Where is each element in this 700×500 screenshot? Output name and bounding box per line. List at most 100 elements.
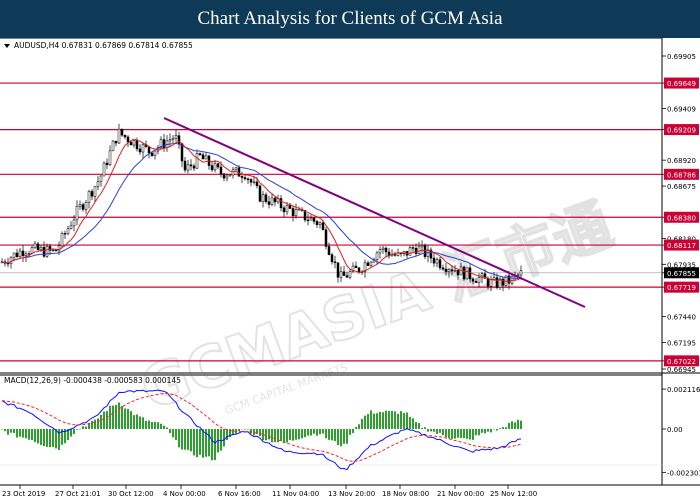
candle-body: [201, 154, 205, 160]
macd-bar: [319, 428, 321, 435]
macd-bar: [448, 428, 450, 439]
candle-body: [72, 219, 76, 227]
macd-bar: [301, 428, 303, 439]
macd-bar: [505, 427, 507, 429]
macd-bar: [334, 428, 336, 442]
candle-body: [123, 134, 127, 138]
candle-body: [75, 205, 79, 221]
macd-tick-label: 0.002116: [667, 386, 700, 394]
price-tick-label: 0.69905: [667, 53, 696, 61]
macd-bar: [259, 428, 261, 437]
macd-bar: [253, 428, 255, 436]
macd-bar: [67, 428, 69, 441]
candle-body: [63, 233, 67, 235]
macd-bar: [355, 426, 357, 429]
candle-body: [234, 167, 238, 171]
macd-bar: [403, 413, 405, 429]
candle-body: [27, 253, 31, 255]
macd-bar: [325, 428, 327, 439]
candle-body: [474, 281, 478, 283]
macd-line: [1, 389, 522, 471]
candle-body: [411, 247, 415, 249]
candle-body: [291, 208, 295, 217]
macd-bar: [73, 428, 75, 435]
macd-bar: [46, 428, 48, 447]
candle-body: [66, 228, 70, 234]
macd-bar: [136, 414, 138, 429]
macd-bar: [418, 423, 420, 429]
macd-bar: [304, 428, 306, 438]
candle-body: [339, 271, 343, 278]
candle-body: [507, 275, 511, 284]
candle-body: [222, 173, 226, 179]
price-tick-label: 0.68380: [667, 214, 696, 222]
candle-body: [42, 246, 46, 257]
candle-body: [138, 148, 142, 153]
candle-body: [366, 262, 370, 266]
candle-body: [243, 177, 247, 180]
candle-body: [45, 246, 49, 257]
macd-bar: [55, 428, 57, 449]
candle-body: [456, 270, 460, 276]
time-tick-label: 6 Nov 16:00: [218, 490, 261, 498]
candle-body: [57, 245, 61, 252]
macd-axis: 0.002116 0.00 -0.002301: [662, 386, 700, 477]
macd-bar: [517, 419, 519, 429]
candle-body: [39, 246, 43, 251]
macd-bar: [349, 428, 351, 435]
candle-body: [93, 186, 97, 197]
candle-body: [90, 191, 94, 197]
macd-bar: [502, 427, 504, 429]
candle-body: [228, 174, 232, 177]
macd-bar: [514, 422, 516, 429]
macd-bar: [262, 428, 264, 441]
macd-bar: [478, 428, 480, 436]
macd-bar: [19, 428, 21, 437]
symbol-info: AUDUSD,H4 0.67831 0.67869 0.67814 0.6785…: [14, 41, 193, 50]
macd-info-label: MACD(12,26,9) -0.000438 -0.000583 0.0001…: [4, 376, 181, 385]
macd-bar: [25, 428, 27, 439]
candle-body: [231, 169, 235, 176]
time-axis: 23 Oct 2019 27 Oct 21:01 30 Oct 12:00 4 Nov…: [2, 485, 537, 498]
price-tick-label: 0.68675: [667, 183, 696, 191]
chart-area[interactable]: GCMASIA 汇市通 GCM CAPITAL MARKETS AUDUSD,H…: [0, 38, 700, 500]
macd-bar: [160, 423, 162, 429]
price-tick-label: 0.67440: [667, 314, 696, 322]
candle-body: [252, 181, 256, 183]
price-tick-label: 0.67022: [667, 358, 696, 366]
candle-body: [195, 153, 199, 169]
macd-bar: [58, 428, 60, 450]
candle-body: [294, 209, 298, 217]
macd-bar: [49, 428, 51, 448]
candle-body: [375, 252, 379, 260]
macd-bar: [454, 428, 456, 439]
macd-bar: [499, 428, 501, 429]
candle-body: [450, 269, 454, 272]
candle-body: [168, 139, 172, 142]
candle-body: [369, 261, 373, 266]
macd-bar: [460, 428, 462, 438]
macd-bar: [85, 426, 87, 429]
macd-bar: [328, 428, 330, 440]
macd-bar: [175, 428, 177, 441]
candle-body: [477, 277, 481, 283]
price-axis: 0.69905 0.69649 0.69409 0.69209 0.68920 0.687…: [662, 53, 699, 374]
current-price-badge: [664, 267, 699, 279]
macd-bar: [76, 428, 78, 430]
candle-body: [441, 267, 445, 270]
candle-body: [117, 128, 121, 144]
macd-bar: [133, 415, 135, 429]
macd-bar: [379, 411, 381, 429]
macd-bar: [268, 428, 270, 440]
time-tick-label: 18 Nov 08:00: [382, 490, 429, 498]
time-tick-label: 4 Nov 00:00: [163, 490, 206, 498]
macd-bar: [187, 428, 189, 450]
macd-bar: [211, 428, 213, 461]
macd-bar: [361, 418, 363, 429]
candle-body: [432, 257, 436, 264]
candle-body: [324, 229, 328, 247]
macd-bar: [7, 428, 9, 435]
dropdown-triangle-icon[interactable]: [4, 44, 10, 48]
candle-body: [135, 140, 139, 150]
candle-body: [486, 278, 490, 287]
